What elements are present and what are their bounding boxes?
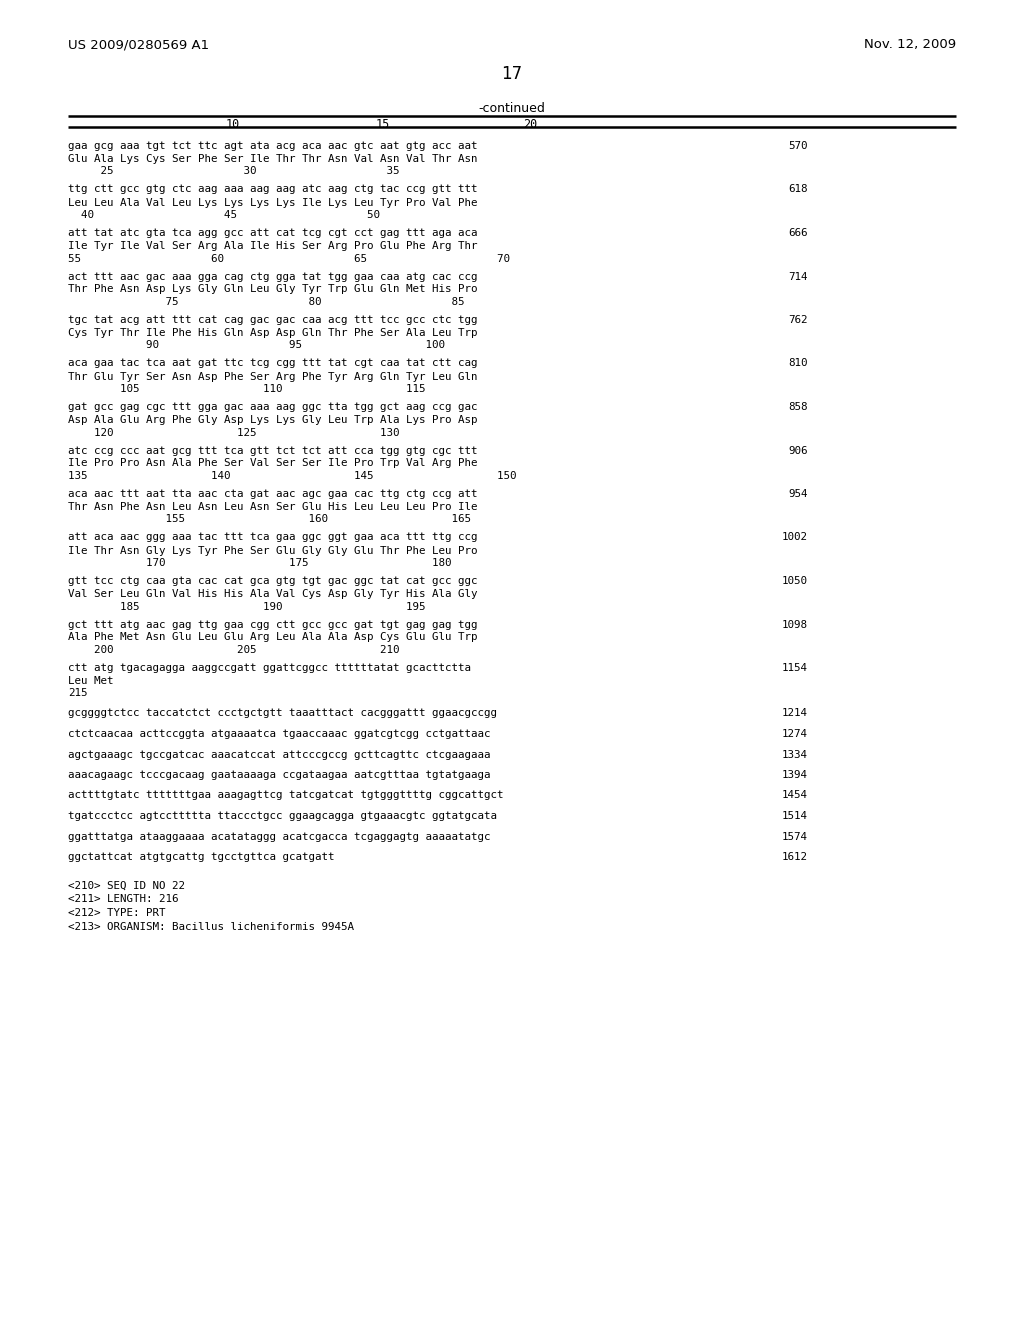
Text: 155                   160                   165: 155 160 165 bbox=[68, 515, 471, 524]
Text: Nov. 12, 2009: Nov. 12, 2009 bbox=[864, 38, 956, 51]
Text: 90                    95                   100: 90 95 100 bbox=[68, 341, 445, 351]
Text: 618: 618 bbox=[788, 185, 808, 194]
Text: 1050: 1050 bbox=[782, 576, 808, 586]
Text: ttg ctt gcc gtg ctc aag aaa aag aag atc aag ctg tac ccg gtt ttt: ttg ctt gcc gtg ctc aag aaa aag aag atc … bbox=[68, 185, 477, 194]
Text: Ala Phe Met Asn Glu Leu Glu Arg Leu Ala Ala Asp Cys Glu Glu Trp: Ala Phe Met Asn Glu Leu Glu Arg Leu Ala … bbox=[68, 632, 477, 643]
Text: att aca aac ggg aaa tac ttt tca gaa ggc ggt gaa aca ttt ttg ccg: att aca aac ggg aaa tac ttt tca gaa ggc … bbox=[68, 532, 477, 543]
Text: Ile Pro Pro Asn Ala Phe Ser Val Ser Ser Ile Pro Trp Val Arg Phe: Ile Pro Pro Asn Ala Phe Ser Val Ser Ser … bbox=[68, 458, 477, 469]
Text: 762: 762 bbox=[788, 315, 808, 325]
Text: aca gaa tac tca aat gat ttc tcg cgg ttt tat cgt caa tat ctt cag: aca gaa tac tca aat gat ttc tcg cgg ttt … bbox=[68, 359, 477, 368]
Text: 810: 810 bbox=[788, 359, 808, 368]
Text: Thr Glu Tyr Ser Asn Asp Phe Ser Arg Phe Tyr Arg Gln Tyr Leu Gln: Thr Glu Tyr Ser Asn Asp Phe Ser Arg Phe … bbox=[68, 371, 477, 381]
Text: 40                    45                    50: 40 45 50 bbox=[68, 210, 380, 220]
Text: Glu Ala Lys Cys Ser Phe Ser Ile Thr Thr Asn Val Asn Val Thr Asn: Glu Ala Lys Cys Ser Phe Ser Ile Thr Thr … bbox=[68, 154, 477, 164]
Text: Thr Asn Phe Asn Leu Asn Leu Asn Ser Glu His Leu Leu Leu Pro Ile: Thr Asn Phe Asn Leu Asn Leu Asn Ser Glu … bbox=[68, 502, 477, 512]
Text: 25                    30                    35: 25 30 35 bbox=[68, 166, 399, 177]
Text: Ile Thr Asn Gly Lys Tyr Phe Ser Glu Gly Gly Glu Thr Phe Leu Pro: Ile Thr Asn Gly Lys Tyr Phe Ser Glu Gly … bbox=[68, 545, 477, 556]
Text: 954: 954 bbox=[788, 488, 808, 499]
Text: 714: 714 bbox=[788, 272, 808, 281]
Text: ggctattcat atgtgcattg tgcctgttca gcatgatt: ggctattcat atgtgcattg tgcctgttca gcatgat… bbox=[68, 851, 335, 862]
Text: tgc tat acg att ttt cat cag gac gac caa acg ttt tcc gcc ctc tgg: tgc tat acg att ttt cat cag gac gac caa … bbox=[68, 315, 477, 325]
Text: <213> ORGANISM: Bacillus licheniformis 9945A: <213> ORGANISM: Bacillus licheniformis 9… bbox=[68, 923, 354, 932]
Text: 20: 20 bbox=[522, 117, 537, 131]
Text: 1274: 1274 bbox=[782, 729, 808, 739]
Text: aaacagaagc tcccgacaag gaataaaaga ccgataagaa aatcgtttaa tgtatgaaga: aaacagaagc tcccgacaag gaataaaaga ccgataa… bbox=[68, 770, 490, 780]
Text: 120                   125                   130: 120 125 130 bbox=[68, 428, 399, 437]
Text: 1574: 1574 bbox=[782, 832, 808, 842]
Text: 200                   205                   210: 200 205 210 bbox=[68, 645, 399, 655]
Text: Asp Ala Glu Arg Phe Gly Asp Lys Lys Gly Leu Trp Ala Lys Pro Asp: Asp Ala Glu Arg Phe Gly Asp Lys Lys Gly … bbox=[68, 414, 477, 425]
Text: 17: 17 bbox=[502, 65, 522, 83]
Text: <211> LENGTH: 216: <211> LENGTH: 216 bbox=[68, 895, 178, 904]
Text: 105                   110                   115: 105 110 115 bbox=[68, 384, 426, 393]
Text: ctctcaacaa acttccggta atgaaaatca tgaaccaaac ggatcgtcgg cctgattaac: ctctcaacaa acttccggta atgaaaatca tgaacca… bbox=[68, 729, 490, 739]
Text: 1454: 1454 bbox=[782, 791, 808, 800]
Text: 135                   140                   145                   150: 135 140 145 150 bbox=[68, 471, 516, 480]
Text: 185                   190                   195: 185 190 195 bbox=[68, 602, 426, 611]
Text: 1214: 1214 bbox=[782, 709, 808, 718]
Text: Thr Phe Asn Asp Lys Gly Gln Leu Gly Tyr Trp Glu Gln Met His Pro: Thr Phe Asn Asp Lys Gly Gln Leu Gly Tyr … bbox=[68, 285, 477, 294]
Text: 858: 858 bbox=[788, 403, 808, 412]
Text: Cys Tyr Thr Ile Phe His Gln Asp Asp Gln Thr Phe Ser Ala Leu Trp: Cys Tyr Thr Ile Phe His Gln Asp Asp Gln … bbox=[68, 327, 477, 338]
Text: 1154: 1154 bbox=[782, 663, 808, 673]
Text: 75                    80                    85: 75 80 85 bbox=[68, 297, 465, 308]
Text: Leu Met: Leu Met bbox=[68, 676, 114, 686]
Text: acttttgtatc tttttttgaa aaagagttcg tatcgatcat tgtgggttttg cggcattgct: acttttgtatc tttttttgaa aaagagttcg tatcga… bbox=[68, 791, 504, 800]
Text: 10: 10 bbox=[225, 117, 240, 131]
Text: ggatttatga ataaggaaaa acatataggg acatcgacca tcgaggagtg aaaaatatgc: ggatttatga ataaggaaaa acatataggg acatcga… bbox=[68, 832, 490, 842]
Text: aca aac ttt aat tta aac cta gat aac agc gaa cac ttg ctg ccg att: aca aac ttt aat tta aac cta gat aac agc … bbox=[68, 488, 477, 499]
Text: gaa gcg aaa tgt tct ttc agt ata acg aca aac gtc aat gtg acc aat: gaa gcg aaa tgt tct ttc agt ata acg aca … bbox=[68, 141, 477, 150]
Text: Leu Leu Ala Val Leu Lys Lys Lys Lys Ile Lys Leu Tyr Pro Val Phe: Leu Leu Ala Val Leu Lys Lys Lys Lys Ile … bbox=[68, 198, 477, 207]
Text: 1002: 1002 bbox=[782, 532, 808, 543]
Text: att tat atc gta tca agg gcc att cat tcg cgt cct gag ttt aga aca: att tat atc gta tca agg gcc att cat tcg … bbox=[68, 228, 477, 238]
Text: agctgaaagc tgccgatcac aaacatccat attcccgccg gcttcagttc ctcgaagaaa: agctgaaagc tgccgatcac aaacatccat attcccg… bbox=[68, 750, 490, 759]
Text: 570: 570 bbox=[788, 141, 808, 150]
Text: 1514: 1514 bbox=[782, 810, 808, 821]
Text: 55                    60                    65                    70: 55 60 65 70 bbox=[68, 253, 510, 264]
Text: <212> TYPE: PRT: <212> TYPE: PRT bbox=[68, 908, 166, 919]
Text: gct ttt atg aac gag ttg gaa cgg ctt gcc gcc gat tgt gag gag tgg: gct ttt atg aac gag ttg gaa cgg ctt gcc … bbox=[68, 619, 477, 630]
Text: 1098: 1098 bbox=[782, 619, 808, 630]
Text: -continued: -continued bbox=[478, 102, 546, 115]
Text: gat gcc gag cgc ttt gga gac aaa aag ggc tta tgg gct aag ccg gac: gat gcc gag cgc ttt gga gac aaa aag ggc … bbox=[68, 403, 477, 412]
Text: 1612: 1612 bbox=[782, 851, 808, 862]
Text: 215: 215 bbox=[68, 689, 87, 698]
Text: Val Ser Leu Gln Val His His Ala Val Cys Asp Gly Tyr His Ala Gly: Val Ser Leu Gln Val His His Ala Val Cys … bbox=[68, 589, 477, 599]
Text: atc ccg ccc aat gcg ttt tca gtt tct tct att cca tgg gtg cgc ttt: atc ccg ccc aat gcg ttt tca gtt tct tct … bbox=[68, 446, 477, 455]
Text: 1394: 1394 bbox=[782, 770, 808, 780]
Text: Ile Tyr Ile Val Ser Arg Ala Ile His Ser Arg Pro Glu Phe Arg Thr: Ile Tyr Ile Val Ser Arg Ala Ile His Ser … bbox=[68, 242, 477, 251]
Text: 906: 906 bbox=[788, 446, 808, 455]
Text: gtt tcc ctg caa gta cac cat gca gtg tgt gac ggc tat cat gcc ggc: gtt tcc ctg caa gta cac cat gca gtg tgt … bbox=[68, 576, 477, 586]
Text: 666: 666 bbox=[788, 228, 808, 238]
Text: ctt atg tgacagagga aaggccgatt ggattcggcc ttttttatat gcacttctta: ctt atg tgacagagga aaggccgatt ggattcggcc… bbox=[68, 663, 471, 673]
Text: 1334: 1334 bbox=[782, 750, 808, 759]
Text: gcggggtctcc taccatctct ccctgctgtt taaatttact cacgggattt ggaacgccgg: gcggggtctcc taccatctct ccctgctgtt taaatt… bbox=[68, 709, 497, 718]
Text: act ttt aac gac aaa gga cag ctg gga tat tgg gaa caa atg cac ccg: act ttt aac gac aaa gga cag ctg gga tat … bbox=[68, 272, 477, 281]
Text: US 2009/0280569 A1: US 2009/0280569 A1 bbox=[68, 38, 209, 51]
Text: 170                   175                   180: 170 175 180 bbox=[68, 558, 452, 568]
Text: <210> SEQ ID NO 22: <210> SEQ ID NO 22 bbox=[68, 880, 185, 891]
Text: tgatccctcc agtccttttta ttaccctgcc ggaagcagga gtgaaacgtc ggtatgcata: tgatccctcc agtccttttta ttaccctgcc ggaagc… bbox=[68, 810, 497, 821]
Text: 15: 15 bbox=[376, 117, 390, 131]
